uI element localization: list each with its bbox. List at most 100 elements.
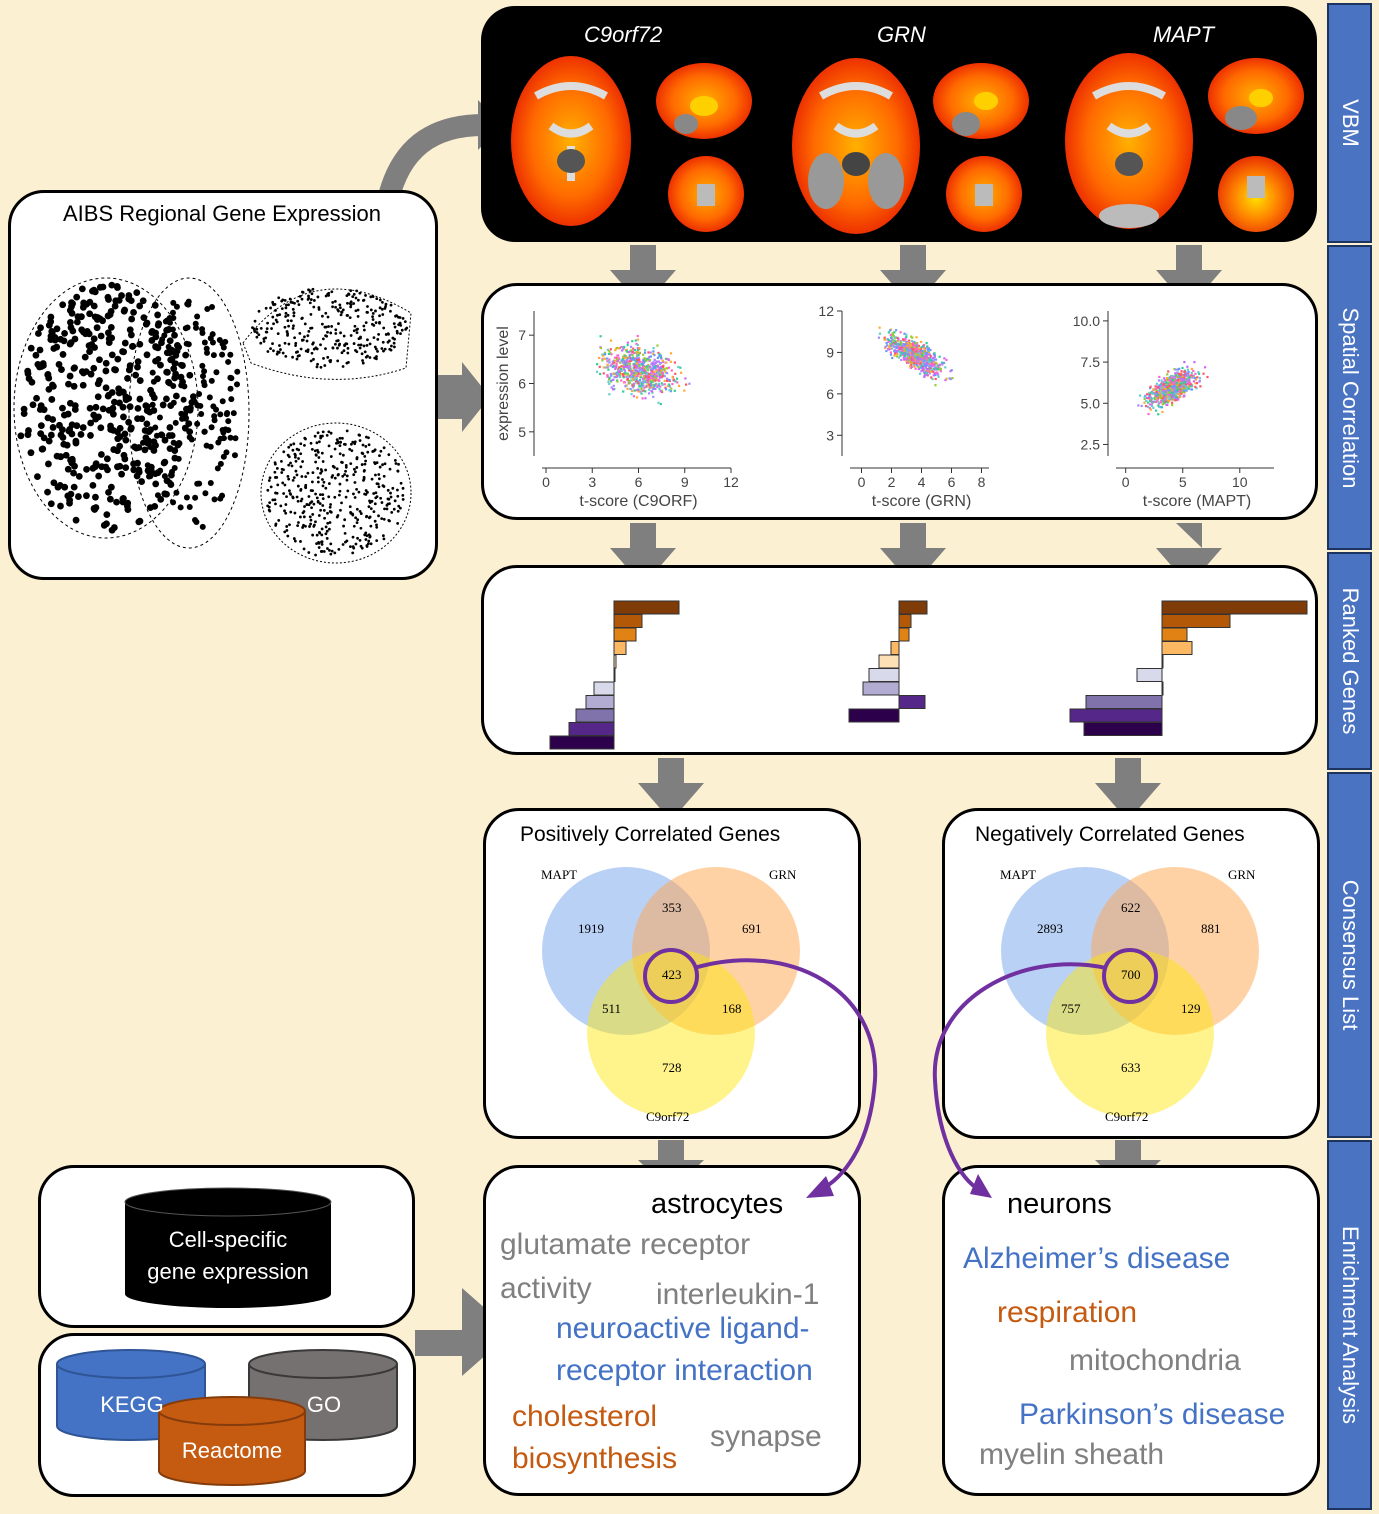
sample-dot [345, 313, 349, 317]
scatter-point [626, 387, 629, 390]
sample-dot [223, 449, 230, 456]
scatter-point [624, 365, 627, 368]
scatter-point [608, 349, 611, 353]
sample-dot [394, 462, 398, 465]
scatter-point [914, 342, 917, 345]
sample-dot [292, 442, 296, 446]
scatter-point [919, 348, 923, 351]
scatter-point [607, 352, 611, 356]
sample-dot [361, 361, 365, 365]
scatter-point [905, 360, 908, 363]
scatter-point [914, 356, 917, 359]
scatter-point [1168, 397, 1172, 400]
sample-dot [65, 380, 72, 388]
scatter-point [932, 370, 935, 374]
scatter-point [886, 347, 890, 351]
scatter-point [1194, 372, 1197, 375]
sample-dot [299, 515, 302, 519]
aibs-panel: AIBS Regional Gene Expression [8, 190, 438, 580]
scatter-point [632, 352, 636, 355]
sample-dot [115, 385, 123, 393]
scatter-point [652, 347, 655, 350]
sample-dot [346, 351, 350, 355]
scatter-point [618, 357, 621, 360]
sample-dot [327, 291, 331, 295]
sample-dot [389, 309, 392, 313]
scatter-point [1148, 395, 1151, 398]
sample-dot [121, 430, 129, 438]
sample-dot [343, 531, 347, 535]
sample-dot [320, 533, 324, 537]
scatter-point [915, 362, 918, 365]
sample-dot [200, 373, 207, 380]
scatter-point [648, 388, 651, 391]
scatter-point [1170, 382, 1173, 386]
sample-dot [75, 493, 82, 500]
scatter-point [603, 351, 607, 354]
scatter-point [650, 389, 653, 393]
scatter-point [1181, 388, 1184, 391]
scatter-point [628, 354, 631, 357]
sample-dot [343, 518, 347, 522]
scatter-point [646, 367, 649, 370]
scatter-point [1160, 390, 1164, 393]
sample-dot [264, 306, 268, 310]
scatter-point [908, 339, 911, 342]
scatter-point [1181, 390, 1184, 393]
sample-dot [152, 333, 160, 341]
scatter-point [1171, 379, 1175, 382]
sample-dot [337, 322, 340, 326]
sample-dot [68, 309, 76, 317]
scatter-point [1168, 381, 1171, 384]
sample-dot [301, 290, 305, 294]
scatter-point [907, 358, 911, 362]
sample-dot [384, 333, 388, 336]
scatter-point [647, 363, 650, 367]
scatter-point [1183, 380, 1186, 383]
scatter-point [621, 349, 624, 352]
scatter-point [1147, 412, 1150, 416]
scatter-point [619, 361, 622, 364]
scatter-point [918, 363, 921, 366]
scatter-point [1161, 391, 1164, 394]
sample-dot [314, 460, 318, 464]
scatter-point [642, 361, 646, 364]
sample-dot [370, 322, 374, 326]
scatter-point [643, 369, 646, 372]
sample-dot [286, 474, 290, 478]
scatter-point [640, 392, 643, 395]
scatter-point [917, 366, 920, 369]
scatter-point [663, 379, 666, 382]
scatter-point [609, 348, 612, 351]
sample-dot [341, 543, 345, 546]
sample-dot [146, 504, 154, 512]
scatter-point [893, 337, 896, 340]
sample-dot [209, 303, 216, 310]
sample-dot [399, 332, 402, 336]
sample-dot [177, 504, 184, 511]
scatter-point [626, 341, 629, 344]
sample-dot [253, 330, 257, 333]
sample-dot [373, 519, 377, 523]
scatter-point [1176, 383, 1179, 386]
sample-dot [48, 396, 56, 403]
scatter-point [910, 353, 913, 356]
scatter-point [1178, 384, 1181, 387]
scatter-point [659, 369, 663, 373]
sample-dot [265, 327, 269, 331]
scatter-point [653, 374, 656, 377]
scatter-point [663, 367, 666, 370]
sample-dot [106, 495, 114, 503]
scatter-point [907, 353, 910, 356]
scatter-point [1162, 400, 1165, 403]
y-tick-label: 5.0 [1081, 395, 1101, 411]
scatter-point [1165, 396, 1168, 399]
scatter-point [905, 335, 908, 339]
sample-dot [141, 446, 149, 454]
sample-dot [113, 498, 120, 506]
scatter-point [611, 360, 614, 363]
sample-dot [185, 341, 192, 348]
sample-dot [330, 549, 334, 553]
sample-dot [349, 510, 353, 514]
sample-dot [152, 480, 160, 488]
